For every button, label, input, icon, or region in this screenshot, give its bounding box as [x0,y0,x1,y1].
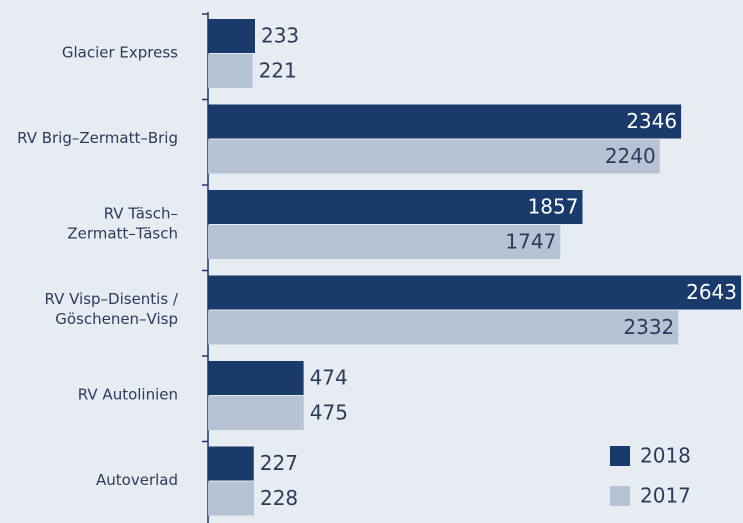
category-label: RV Brig–Zermatt–Brig [17,129,178,147]
legend-label: 2017 [640,484,691,508]
category-label: Göschenen–Visp [55,310,178,328]
value-label: 221 [259,59,297,83]
bar [208,396,304,430]
value-label: 1747 [505,230,556,254]
legend-label: 2018 [640,444,691,468]
bar [208,225,561,259]
category-label: Autoverlad [96,471,178,489]
bar [208,446,254,481]
bar [208,54,253,88]
value-label: 475 [310,401,348,425]
category-label: RV Täsch– [104,205,178,223]
legend-swatch [610,446,630,466]
value-label: 233 [261,24,299,48]
value-label: 227 [260,451,298,475]
value-label: 228 [260,486,298,510]
category-label: RV Autolinien [78,386,178,404]
bar [208,139,660,174]
value-label: 2346 [626,109,677,133]
bar [208,275,741,310]
category-label: Zermatt–Täsch [67,225,178,243]
bar [208,190,583,224]
value-label: 2332 [623,315,674,339]
category-label: RV Visp–Disentis / [44,290,178,308]
legend-swatch [610,486,630,506]
value-label: 2240 [605,144,656,168]
value-label: 474 [310,366,348,390]
category-label: Glacier Express [62,44,178,62]
bar [208,19,255,53]
bar [208,104,682,139]
value-label: 2643 [686,280,737,304]
value-label: 1857 [528,195,579,219]
bar [208,310,679,345]
bar [208,481,254,516]
bar [208,361,304,395]
